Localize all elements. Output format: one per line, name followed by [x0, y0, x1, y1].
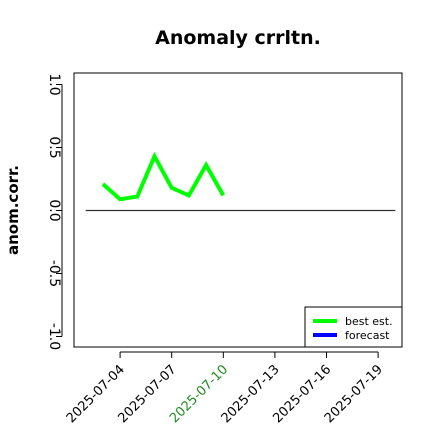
y-tick-label: -0.5 [46, 260, 62, 287]
y-tick-label: 0.5 [46, 136, 62, 158]
chart-title: Anomaly crrltn. [155, 27, 321, 49]
y-tick-label: 1.0 [46, 73, 62, 95]
legend-box [304, 306, 403, 348]
plot-area-frame [73, 72, 403, 348]
legend-label: best est. [345, 315, 393, 328]
series-line-best-est- [101, 151, 226, 202]
y-tick-label: -1.0 [46, 323, 62, 350]
y-tick-label: 0.0 [46, 199, 62, 221]
legend-label: forecast [345, 329, 390, 342]
legend: best est.forecast [304, 306, 403, 348]
y-axis-label: anom.corr. [4, 165, 22, 255]
y-axis: -1.0 -0.5 0.0 0.5 1.0 [46, 73, 63, 350]
plot-marks [85, 151, 396, 212]
x-axis: 2025-07-042025-07-072025-07-102025-07-13… [64, 351, 386, 426]
